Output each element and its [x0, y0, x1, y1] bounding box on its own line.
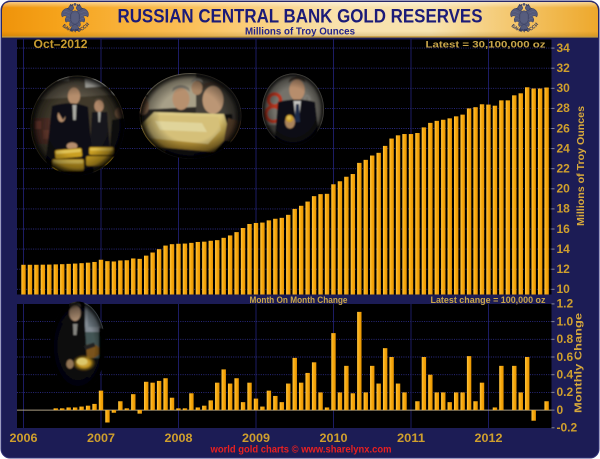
svg-text:Latest change = 100,000 oz: Latest change = 100,000 oz — [431, 295, 546, 306]
svg-text:30: 30 — [557, 81, 571, 95]
svg-text:14: 14 — [557, 242, 571, 256]
svg-text:2009: 2009 — [242, 433, 270, 445]
svg-text:Millions of Troy Ounces: Millions of Troy Ounces — [576, 106, 587, 226]
svg-text:0.8: 0.8 — [557, 332, 574, 346]
svg-text:26: 26 — [557, 121, 571, 135]
svg-text:28: 28 — [557, 101, 571, 115]
svg-text:Millions of Troy Ounces: Millions of Troy Ounces — [245, 27, 355, 38]
svg-text:RUSSIAN CENTRAL BANK GOLD RESE: RUSSIAN CENTRAL BANK GOLD RESERVES — [118, 7, 483, 28]
svg-text:0.6: 0.6 — [557, 350, 574, 364]
svg-text:0.2: 0.2 — [557, 385, 574, 399]
svg-text:22: 22 — [557, 162, 571, 176]
svg-text:2008: 2008 — [165, 433, 194, 445]
svg-text:32: 32 — [557, 61, 571, 75]
svg-text:2012: 2012 — [475, 433, 503, 445]
svg-text:0: 0 — [557, 403, 564, 417]
svg-text:Monthly Change: Monthly Change — [574, 312, 585, 413]
svg-text:24: 24 — [557, 141, 571, 155]
svg-text:0.4: 0.4 — [557, 368, 574, 382]
svg-text:34: 34 — [557, 41, 571, 55]
svg-text:20: 20 — [557, 182, 571, 196]
svg-text:12: 12 — [557, 262, 571, 276]
svg-text:10: 10 — [557, 282, 571, 296]
svg-text:world gold charts © www.sharel: world gold charts © www.sharelynx.com — [210, 444, 392, 456]
svg-text:2006: 2006 — [10, 433, 38, 445]
svg-text:2007: 2007 — [87, 433, 115, 445]
svg-text:-0.2: -0.2 — [557, 421, 578, 435]
svg-text:Latest = 30,100,000 oz: Latest = 30,100,000 oz — [426, 40, 546, 51]
svg-text:Month On Month Change: Month On Month Change — [250, 295, 348, 306]
svg-text:2010: 2010 — [320, 433, 348, 445]
svg-text:18: 18 — [557, 202, 571, 216]
svg-text:1.2: 1.2 — [557, 297, 574, 311]
svg-text:1.0: 1.0 — [557, 314, 574, 328]
svg-text:2011: 2011 — [397, 433, 426, 445]
svg-text:Oct–2012: Oct–2012 — [34, 37, 88, 51]
svg-text:16: 16 — [557, 222, 571, 236]
